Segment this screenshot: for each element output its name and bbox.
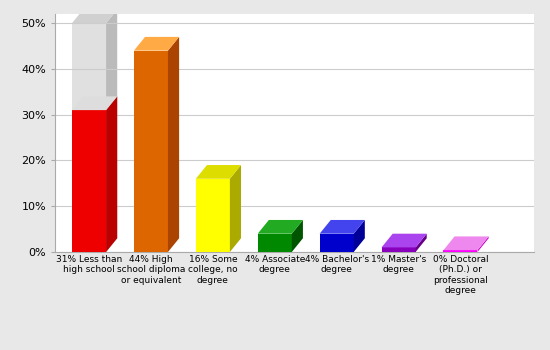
Polygon shape [320,220,365,234]
Polygon shape [416,234,427,252]
Bar [258,234,292,252]
Polygon shape [382,234,427,247]
Polygon shape [196,165,241,179]
Polygon shape [134,37,179,51]
Polygon shape [106,96,117,252]
Bar [134,51,168,252]
Polygon shape [354,220,365,252]
Polygon shape [230,165,241,252]
Bar [196,179,230,252]
Bar [72,23,106,252]
Polygon shape [72,9,117,23]
Polygon shape [292,220,303,252]
Polygon shape [168,37,179,252]
Bar [72,110,106,252]
Polygon shape [477,237,488,252]
Bar [320,234,354,252]
Bar [443,250,477,252]
Polygon shape [443,237,488,250]
Polygon shape [258,220,303,234]
Polygon shape [106,9,117,252]
Bar [382,247,416,252]
Polygon shape [72,96,117,110]
